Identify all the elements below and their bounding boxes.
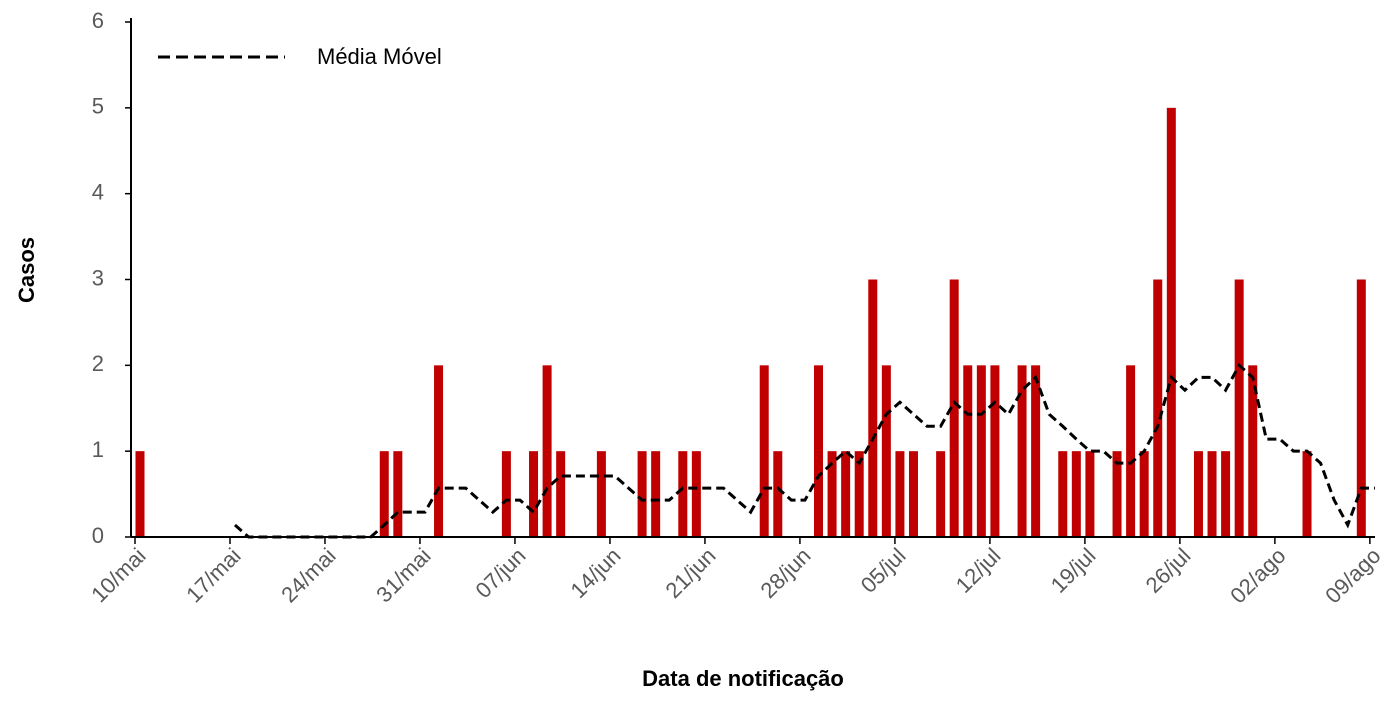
y-tick-label: 2 (92, 351, 104, 376)
bar (637, 451, 647, 537)
x-tick-label: 02/ago (1225, 543, 1290, 608)
bar (759, 365, 769, 537)
bar (1017, 365, 1027, 537)
x-tick-label: 26/jul (1141, 543, 1196, 598)
bar (1166, 107, 1176, 537)
bar (936, 451, 946, 537)
x-tick-label: 10/mai (86, 543, 150, 607)
legend-label: Média Móvel (317, 44, 442, 69)
bar (529, 451, 539, 537)
y-tick-label: 0 (92, 523, 104, 548)
bar (1248, 365, 1258, 537)
bar (691, 451, 701, 537)
bar (990, 365, 1000, 537)
bar (379, 451, 389, 537)
x-tick-label: 24/mai (276, 543, 340, 607)
bar (1221, 451, 1231, 537)
bar (868, 279, 878, 537)
bar (1031, 365, 1041, 537)
x-tick-label: 21/jun (661, 543, 721, 603)
bar (1356, 279, 1366, 537)
bar (542, 365, 552, 537)
bar (949, 279, 959, 537)
bar (651, 451, 661, 537)
bar (963, 365, 973, 537)
x-tick-label: 09/ago (1320, 543, 1385, 608)
y-axis-label: Casos (14, 237, 39, 303)
x-tick-label: 17/mai (181, 543, 245, 607)
bar (678, 451, 688, 537)
x-tick-label: 19/jul (1046, 543, 1101, 598)
bar (841, 451, 851, 537)
y-tick-label: 6 (92, 8, 104, 33)
bar (434, 365, 444, 537)
bar (135, 451, 145, 537)
bar (1139, 451, 1149, 537)
bar (1058, 451, 1068, 537)
bar (596, 451, 606, 537)
bar (1126, 365, 1136, 537)
bar (773, 451, 783, 537)
bar (556, 451, 566, 537)
x-tick-label: 05/jul (856, 543, 911, 598)
x-tick-label: 14/jun (566, 543, 626, 603)
bar (854, 451, 864, 537)
bar (1193, 451, 1203, 537)
bar (1234, 279, 1244, 537)
x-tick-label: 28/jun (756, 543, 816, 603)
bar (1085, 451, 1095, 537)
bar (908, 451, 918, 537)
bar (827, 451, 837, 537)
bar (501, 451, 511, 537)
x-tick-label: 31/mai (371, 543, 435, 607)
moving-average-line (233, 362, 1375, 539)
bar (976, 365, 986, 537)
y-tick-label: 5 (92, 94, 104, 119)
y-tick-label: 1 (92, 437, 104, 462)
bar (1153, 279, 1163, 537)
bar (1302, 451, 1312, 537)
bar (814, 365, 823, 537)
bar (393, 451, 403, 537)
x-tick-label: 07/jun (471, 543, 531, 603)
y-tick-label: 3 (92, 265, 104, 290)
bar (1112, 451, 1122, 537)
bar (881, 365, 891, 537)
bar (1071, 451, 1081, 537)
bar (895, 451, 905, 537)
bar (1207, 451, 1217, 537)
x-tick-label: 12/jul (951, 543, 1006, 598)
x-axis-label: Data de notificação (642, 666, 844, 691)
y-tick-label: 4 (92, 179, 104, 204)
